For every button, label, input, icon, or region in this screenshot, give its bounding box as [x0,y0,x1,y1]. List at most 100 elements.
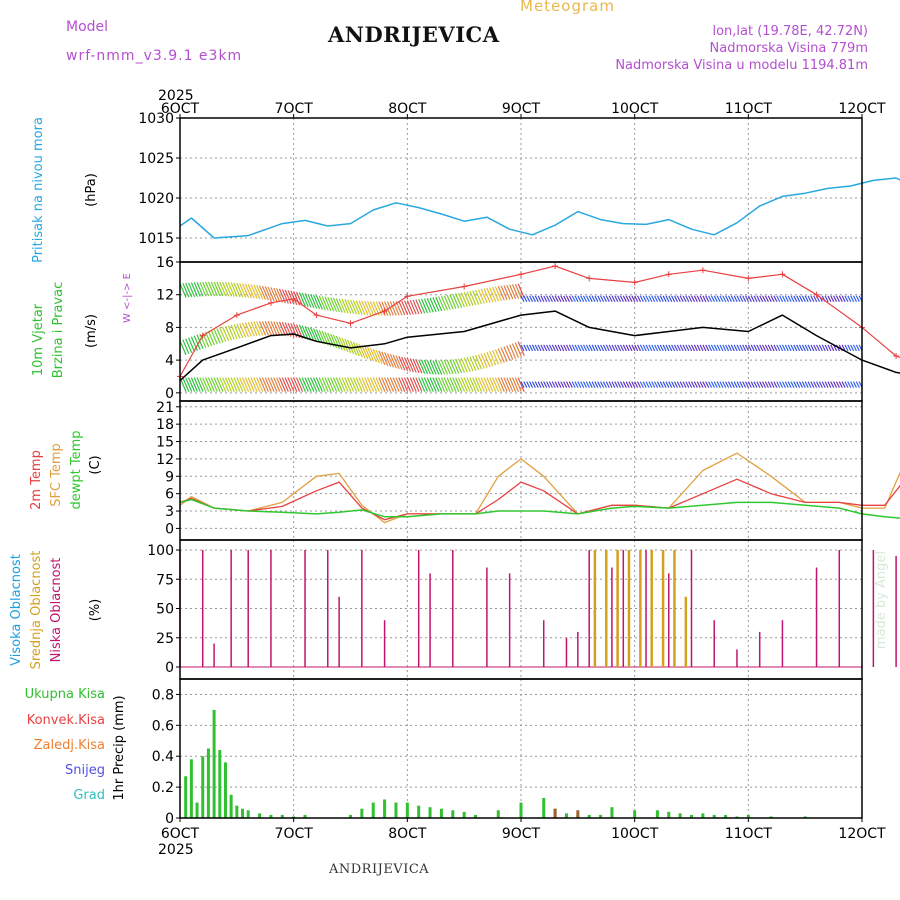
wind-direction-barb [736,344,741,352]
y-tick-label: 0 [165,660,174,676]
wind-direction-barb [241,377,250,392]
wind-direction-barb [742,381,747,388]
wind-direction-barb [699,381,704,388]
wind-direction-barb [565,295,571,303]
wind-direction-barb [671,295,676,303]
wind-direction-barb [764,344,769,352]
wind-direction-barb [253,377,261,392]
precip-bar [564,813,568,818]
wind-direction-barb [685,344,690,352]
wind-direction-barb [693,295,698,303]
wind-direction-barb [492,377,500,392]
wind-direction-barb [577,295,582,303]
wind-direction-barb [281,377,289,392]
wind-direction-barb [256,285,264,300]
wind-direction-barb [560,295,565,303]
wind-direction-barb [838,295,843,303]
pressure-line [179,177,900,239]
y-tick-label: 0.8 [152,687,174,703]
wind-direction-barb [440,360,448,375]
wind-direction-barb [256,377,264,392]
wind-direction-barb [489,287,497,302]
wind-direction-barb [611,381,616,388]
wind-direction-barb [199,281,207,297]
wind-direction-barb [503,285,511,300]
wind-direction-barb [793,381,798,388]
wind-direction-barb [779,295,784,303]
wind-direction-barb [253,321,261,336]
wind-direction-barb [617,295,622,303]
wind-direction-barb [625,381,630,388]
wind-direction-barb [779,381,784,388]
wind-direction-barb [764,295,769,303]
wind-direction-barb [412,299,420,315]
wind-direction-barb [656,295,661,303]
wind-direction-barb [438,296,446,311]
wind-direction-barb [764,381,769,388]
wind-direction-barb [841,381,846,388]
wind-direction-barb [642,381,647,388]
wind-direction-barb [196,282,204,297]
wind-direction-barb [776,381,781,388]
wind-direction-barb [219,327,227,342]
wind-direction-barb [659,295,664,303]
wind-direction-barb [747,381,752,388]
wind-direction-barb [634,381,639,388]
wind-direction-barb [338,377,346,392]
wind-direction-barb [690,295,696,303]
wind-direction-barb [838,381,843,388]
wind-direction-barb [619,381,624,388]
wind-direction-barb [264,377,272,392]
wind-direction-barb [600,344,605,352]
wind-direction-barb [625,295,630,303]
wind-direction-barb [790,295,795,303]
wind-direction-barb [270,321,278,336]
wind-direction-barb [560,381,565,388]
wind-direction-barb [330,297,338,312]
wind-direction-barb [344,377,352,392]
meteogram-label: Meteogram [520,0,615,15]
wind-direction-barb [423,359,431,375]
wind-direction-barb [798,344,804,352]
wind-direction-barb [585,381,590,388]
wind-direction-barb [347,377,355,392]
cloud-unit-label: (%) [88,599,103,622]
wind-direction-barb [725,381,730,388]
time-axis-year-bottom: 2025 [158,842,194,858]
wind-direction-barb [699,295,704,303]
wind-direction-barb [543,381,548,388]
wind-direction-barb [619,344,624,352]
wind-direction-barb [236,377,244,392]
wind-direction-barb [656,381,661,388]
wind-direction-barb [267,377,275,392]
precip-bar [474,814,478,818]
wind-direction-barb [844,344,849,352]
precip-bar [218,750,222,818]
precip-bar [769,816,773,818]
wind-direction-barb [537,295,542,303]
wind-direction-barb [534,381,539,388]
wind-direction-barb [378,301,386,316]
wind-direction-barb [446,294,454,310]
wind-direction-barb [787,381,792,388]
wind-direction-barb [384,377,392,392]
wind-direction-barb [801,344,806,352]
y-tick-label: 1025 [138,151,174,167]
wind-direction-barb [207,281,215,297]
wind-direction-barb [216,281,224,297]
wind-direction-barb [645,381,650,388]
y-tick-label: 75 [156,572,174,588]
wind-direction-barb [480,377,488,392]
wind-direction-barb [747,295,752,303]
precip-bar [280,814,284,818]
wind-direction-barb [335,377,343,392]
wind-direction-barb [261,377,269,392]
wind-direction-barb [409,299,417,315]
wind-direction-barb [693,381,698,388]
wind-direction-barb [673,295,678,303]
wind-direction-barb [773,295,778,303]
wind-direction-barb [273,321,281,336]
dewpoint-line [179,498,900,519]
wind-direction-barb [227,377,235,392]
wind-direction-barb [457,292,466,308]
